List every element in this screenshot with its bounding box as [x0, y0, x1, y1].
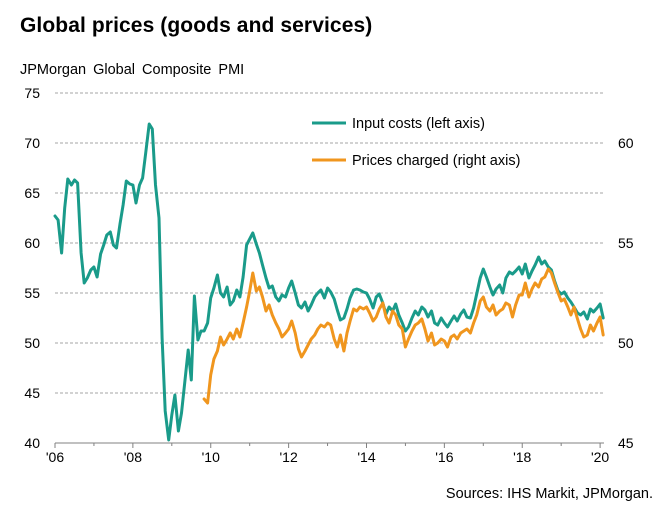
right-tick-label: 55 — [618, 235, 634, 251]
right-tick-label: 60 — [618, 135, 634, 151]
x-tick-label: '18 — [513, 449, 531, 465]
prices-charged-line — [202, 267, 605, 405]
legend-prices-charged-label: Prices charged (right axis) — [352, 153, 520, 169]
left-tick-label: 60 — [24, 235, 40, 251]
x-tick-label: '06 — [46, 449, 64, 465]
legend-input-costs-label: Input costs (left axis) — [352, 116, 485, 132]
x-tick-label: '20 — [591, 449, 609, 465]
x-tick-label: '12 — [279, 449, 297, 465]
source-note: Sources: IHS Markit, JPMorgan. — [445, 486, 653, 502]
x-tick-label: '16 — [435, 449, 453, 465]
left-tick-label: 75 — [24, 85, 40, 101]
right-tick-label: 50 — [618, 335, 634, 351]
left-tick-label: 50 — [24, 335, 40, 351]
x-tick-label: '08 — [124, 449, 142, 465]
input-costs-line — [53, 122, 605, 442]
left-tick-label: 70 — [24, 135, 40, 151]
left-tick-label: 45 — [24, 385, 40, 401]
axis-subtitle: JPMorgan Global Composite PMI — [20, 62, 245, 78]
left-tick-label: 65 — [24, 185, 40, 201]
right-tick-label: 45 — [618, 435, 634, 451]
left-tick-label: 55 — [24, 285, 40, 301]
chart-title: Global prices (goods and services) — [20, 14, 373, 37]
x-tick-label: '14 — [357, 449, 375, 465]
left-tick-label: 40 — [24, 435, 40, 451]
x-tick-label: '10 — [202, 449, 220, 465]
